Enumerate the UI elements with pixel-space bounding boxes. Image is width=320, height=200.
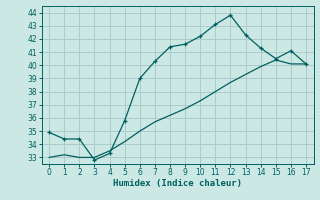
X-axis label: Humidex (Indice chaleur): Humidex (Indice chaleur) (113, 179, 242, 188)
